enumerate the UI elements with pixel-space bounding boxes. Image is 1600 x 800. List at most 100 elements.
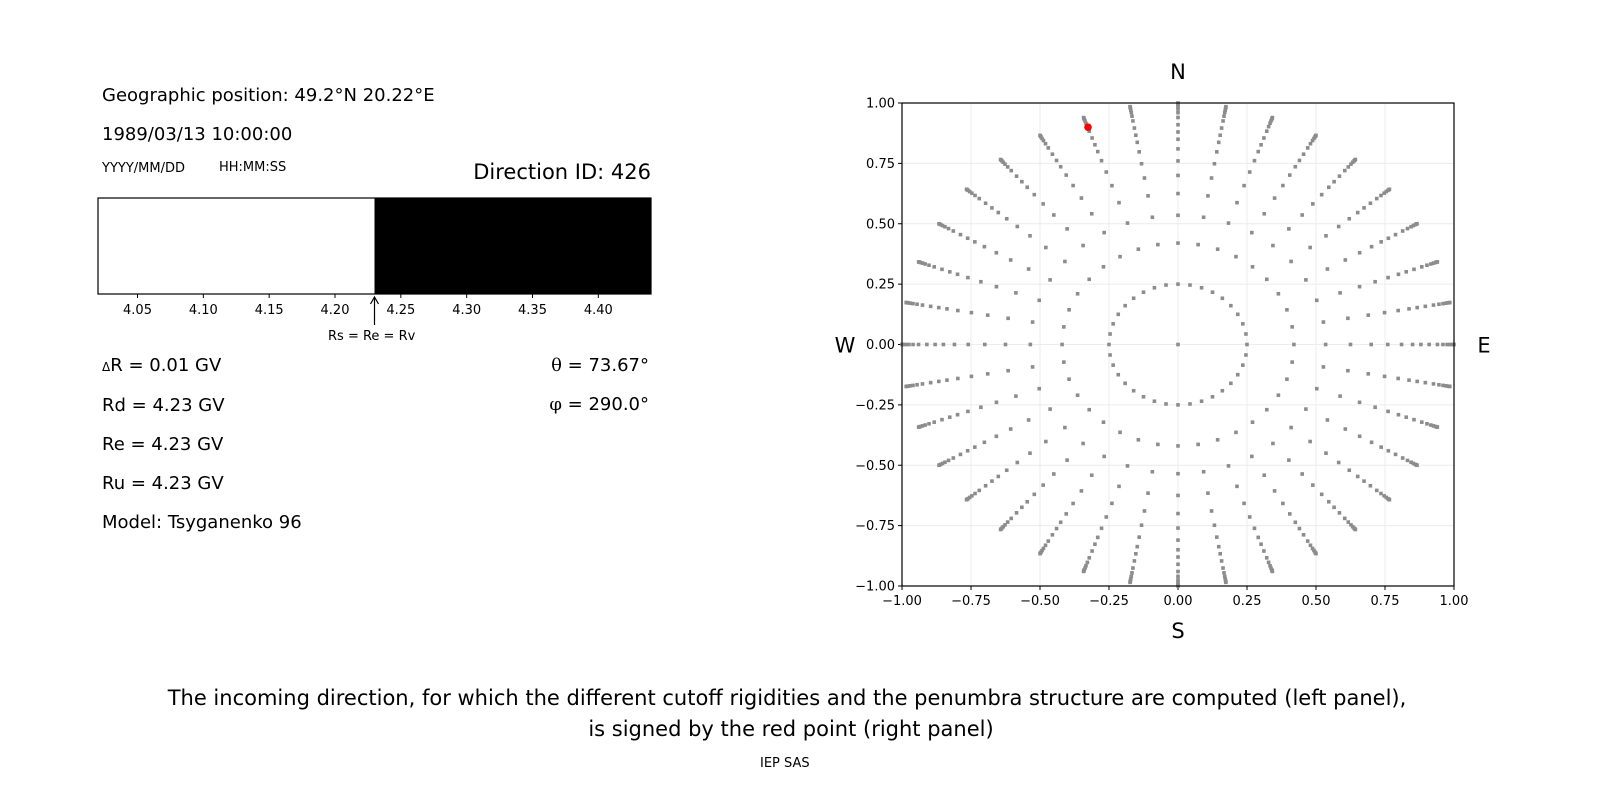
- direction-point: [1128, 576, 1133, 581]
- compass-north: N: [1170, 60, 1186, 84]
- direction-point: [1006, 368, 1010, 373]
- direction-point: [1311, 202, 1315, 206]
- model-name: Model: Tsyganenko 96: [102, 512, 302, 533]
- direction-point: [1431, 424, 1436, 428]
- direction-point: [1379, 240, 1383, 244]
- direction-point: [1342, 168, 1347, 173]
- direction-point: [1085, 560, 1090, 565]
- direction-point: [1259, 542, 1263, 547]
- direction-point: [1129, 110, 1134, 115]
- direction-point: [1256, 149, 1261, 154]
- direction-point: [1164, 283, 1168, 287]
- direction-point: [1346, 520, 1351, 524]
- direction-point: [1357, 434, 1362, 439]
- phi-value: φ = 290.0°: [549, 394, 649, 415]
- direction-point: [1083, 566, 1087, 570]
- direction-point: [937, 379, 941, 384]
- direction-point: [1304, 407, 1308, 411]
- direction-point: [1065, 458, 1069, 462]
- direction-point: [1431, 303, 1436, 307]
- ru-value: Ru = 4.23 GV: [102, 473, 224, 494]
- direction-point: [1374, 488, 1379, 493]
- direction-point: [1043, 543, 1048, 548]
- direction-point: [1425, 263, 1429, 268]
- direction-point: [1026, 418, 1031, 422]
- direction-point: [1369, 342, 1373, 347]
- direction-point: [1020, 179, 1024, 184]
- direction-point: [946, 226, 951, 231]
- direction-point: [1141, 394, 1146, 399]
- y-tick-label: 0.50: [866, 217, 895, 232]
- direction-point: [928, 304, 933, 309]
- direction-point: [951, 456, 956, 460]
- direction-point: [1004, 468, 1009, 473]
- x-tick-label: 0.25: [1233, 594, 1262, 609]
- direction-point: [1150, 469, 1155, 474]
- direction-point: [1131, 388, 1136, 393]
- x-tick-label: 0.75: [1371, 594, 1400, 609]
- direction-point: [1176, 555, 1180, 559]
- direction-point: [1324, 451, 1328, 455]
- direction-point: [1319, 192, 1324, 197]
- direction-point: [1262, 473, 1267, 478]
- direction-point: [952, 342, 957, 347]
- direction-point: [941, 342, 946, 347]
- direction-point: [1136, 438, 1141, 442]
- direction-point: [1025, 499, 1030, 504]
- direction-point: [1219, 559, 1224, 563]
- direction-point: [933, 342, 937, 347]
- direction-point: [1448, 342, 1452, 347]
- direction-point: [1423, 304, 1428, 309]
- direction-point: [1206, 491, 1210, 495]
- direction-point: [1323, 342, 1328, 347]
- compass-west: W: [835, 334, 856, 358]
- direction-point: [1220, 296, 1225, 301]
- direction-point: [937, 305, 941, 310]
- direction-point: [1268, 563, 1272, 568]
- direction-point: [1046, 539, 1051, 543]
- direction-point: [1222, 571, 1226, 575]
- direction-point: [1222, 574, 1227, 579]
- direction-point: [1287, 458, 1291, 462]
- direction-point: [916, 425, 921, 429]
- direction-point: [1314, 298, 1319, 303]
- direction-point: [1324, 234, 1328, 238]
- direction-point: [1268, 121, 1272, 126]
- direction-point: [1382, 374, 1387, 379]
- direction-point: [1411, 223, 1416, 228]
- direction-point: [1441, 383, 1445, 388]
- direction-point: [1271, 441, 1275, 446]
- direction-point: [985, 372, 990, 376]
- direction-point: [1301, 152, 1306, 156]
- compass-south: S: [1171, 619, 1184, 643]
- direction-point: [1301, 533, 1306, 537]
- direction-point: [973, 193, 977, 198]
- direction-point: [1110, 501, 1114, 506]
- direction-point: [1046, 146, 1051, 150]
- direction-point: [1176, 493, 1180, 498]
- direction-point: [1210, 394, 1215, 399]
- direction-point: [1104, 170, 1109, 174]
- direction-point: [1235, 372, 1240, 377]
- direction-point: [1262, 549, 1266, 553]
- direction-point: [965, 236, 970, 241]
- direction-point: [1102, 454, 1106, 459]
- direction-point: [1081, 243, 1085, 248]
- direction-point: [1419, 265, 1424, 269]
- direction-point: [1176, 403, 1180, 407]
- direction-point: [1038, 551, 1042, 556]
- direction-point: [969, 310, 974, 315]
- direction-point: [1425, 421, 1429, 426]
- direction-point: [943, 460, 947, 465]
- direction-point: [1270, 115, 1275, 120]
- direction-point: [966, 342, 971, 347]
- direction-point: [1129, 574, 1134, 579]
- direction-point: [1349, 162, 1353, 166]
- direction-point: [1369, 440, 1374, 445]
- direction-point: [1226, 464, 1231, 468]
- direction-point: [1353, 157, 1358, 162]
- x-tick-label: 4.05: [123, 303, 152, 318]
- direction-point: [932, 420, 937, 424]
- direction-point: [970, 494, 974, 498]
- direction-point: [1346, 316, 1350, 321]
